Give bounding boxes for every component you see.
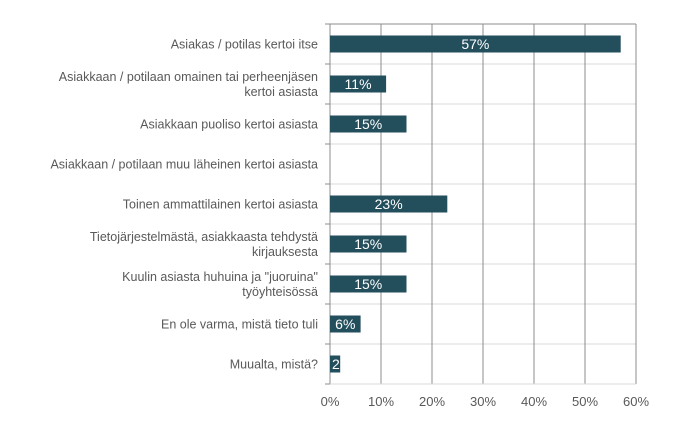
category-label: Asiakas / potilas kertoi itse — [171, 38, 318, 52]
category-label: kirjauksesta — [252, 245, 318, 259]
bar — [330, 235, 407, 253]
bar — [330, 115, 407, 133]
bar — [330, 195, 448, 213]
x-tick-label: 50% — [572, 394, 598, 409]
data-label: 23% — [375, 196, 403, 212]
x-tick-label: 40% — [521, 394, 547, 409]
x-tick-label: 20% — [419, 394, 445, 409]
bar — [330, 75, 387, 93]
data-label: 6% — [335, 316, 355, 332]
bar — [330, 355, 341, 373]
data-label: 57% — [461, 36, 489, 52]
category-label: Asiakkaan / potilaan omainen tai perheen… — [59, 70, 318, 84]
category-label: En ole varma, mistä tieto tuli — [161, 318, 318, 332]
data-label: 15% — [354, 276, 382, 292]
bar — [330, 315, 361, 333]
category-label: Tietojärjestelmästä, asiakkaasta tehdyst… — [90, 230, 318, 244]
x-tick-label: 60% — [623, 394, 649, 409]
data-label: 15% — [354, 116, 382, 132]
category-label: Toinen ammattilainen kertoi asiasta — [123, 198, 318, 212]
category-label: Muualta, mistä? — [230, 358, 318, 372]
data-label: 2 — [332, 356, 340, 372]
category-label: työyhteisössä — [242, 285, 318, 299]
x-tick-label: 10% — [368, 394, 394, 409]
category-label: kertoi asiasta — [244, 85, 318, 99]
x-tick-label: 0% — [321, 394, 340, 409]
category-label: Asiakkaan puoliso kertoi asiasta — [140, 118, 318, 132]
bar — [330, 35, 621, 53]
category-label: Asiakkaan / potilaan muu läheinen kertoi… — [50, 158, 318, 172]
category-label: Kuulin asiasta huhuina ja "juoruina" — [122, 270, 318, 284]
x-tick-label: 30% — [470, 394, 496, 409]
data-label: 11% — [345, 76, 372, 92]
data-label: 15% — [354, 236, 382, 252]
bar — [330, 275, 407, 293]
